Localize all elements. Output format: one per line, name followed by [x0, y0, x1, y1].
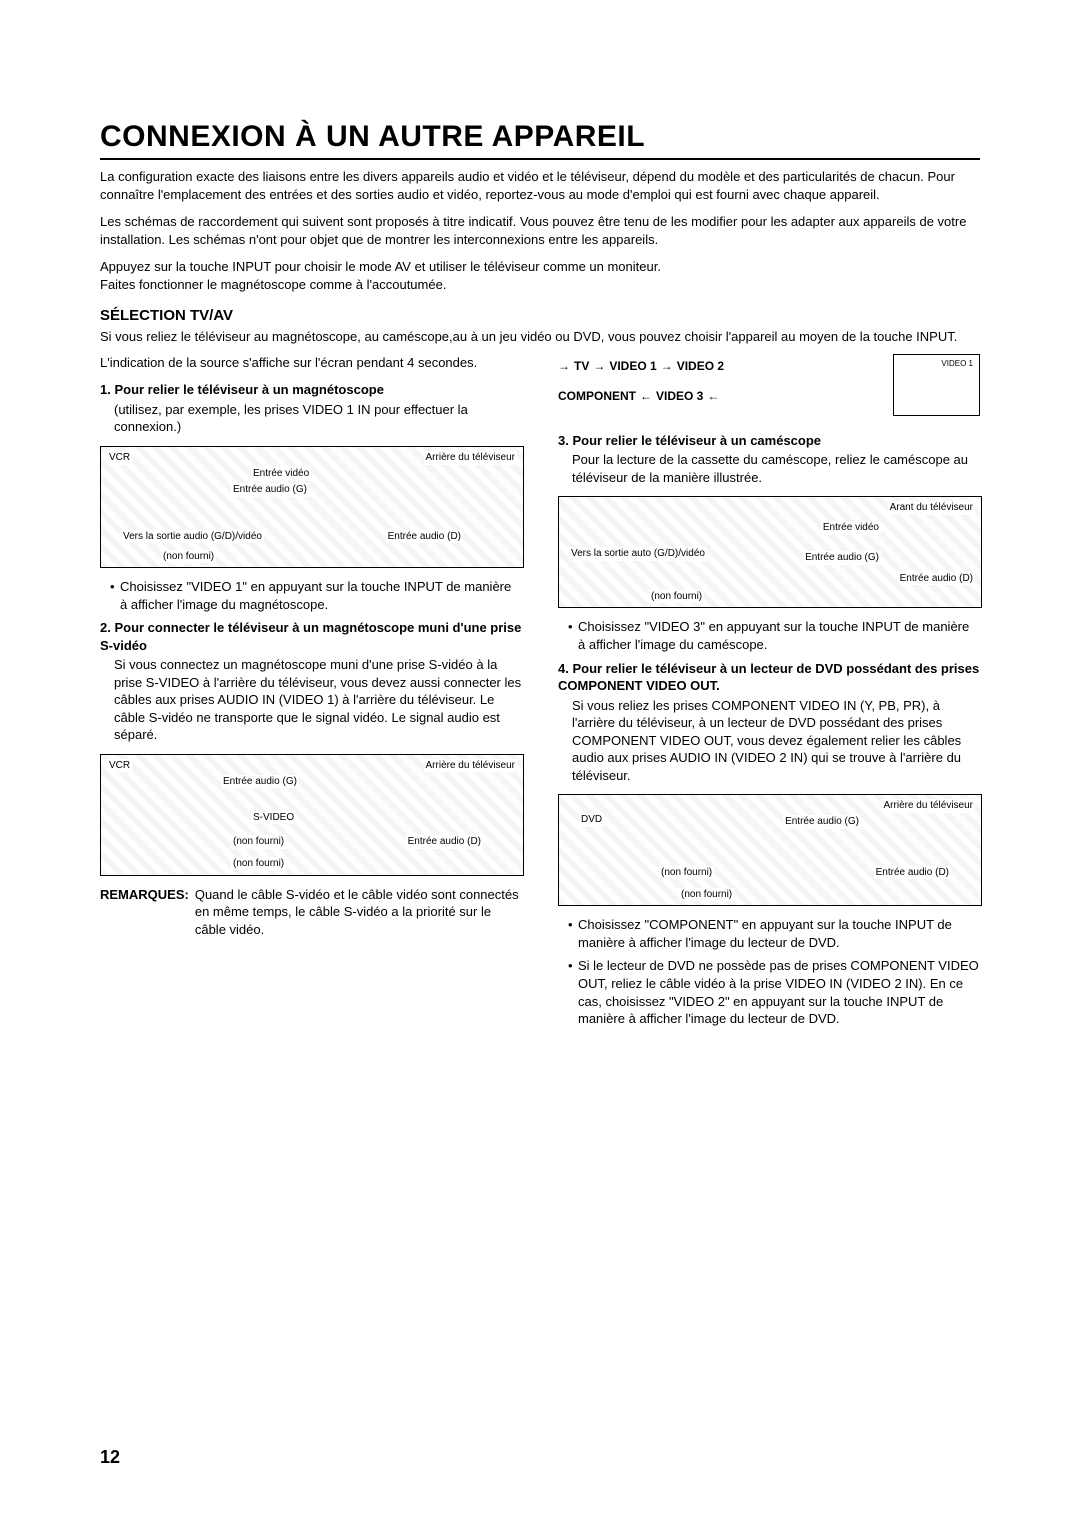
osd-screen-label: VIDEO 1: [941, 359, 973, 370]
diagram2-svideo: S-VIDEO: [251, 811, 296, 825]
diagram3-non-fourni: (non fourni): [649, 590, 704, 604]
osd-screen-icon: VIDEO 1: [893, 354, 981, 416]
two-column-layout: L'indication de la source s'affiche sur …: [100, 354, 980, 1034]
cycle-video2: VIDEO 2: [677, 358, 724, 374]
cycle-video3: VIDEO 3: [656, 388, 703, 404]
page-number: 12: [100, 1447, 120, 1468]
item3-body: Pour la lecture de la cassette du camésc…: [572, 451, 980, 486]
item4-bullet2-text: Si le lecteur de DVD ne possède pas de p…: [578, 957, 980, 1027]
bullet-dot-icon: •: [568, 618, 578, 653]
diagram4-entree-audio-g: Entrée audio (G): [783, 815, 861, 829]
diagram2-entree-audio-g: Entrée audio (G): [221, 775, 299, 789]
right-column: → TV → VIDEO 1 → VIDEO 2 COMPONENT ← VID…: [558, 354, 980, 1034]
diagram4-non-fourni-1: (non fourni): [659, 866, 714, 880]
arrow-left-icon: ←: [640, 388, 652, 404]
cycle-video1: VIDEO 1: [609, 358, 656, 374]
diagram-vcr-svideo: VCR Arrière du téléviseur Entrée audio (…: [100, 754, 524, 876]
diagram3-entree-video: Entrée vidéo: [821, 521, 881, 535]
input-cycle-diagram: → TV → VIDEO 1 → VIDEO 2 COMPONENT ← VID…: [558, 354, 873, 414]
diagram2-vcr-label: VCR: [107, 759, 132, 773]
diagram2-rear-label: Arrière du téléviseur: [424, 759, 517, 773]
diagram1-vers-sortie: Vers la sortie audio (G/D)/vidéo: [121, 530, 264, 544]
indication-text: L'indication de la source s'affiche sur …: [100, 354, 522, 372]
arrow-left-icon: ←: [707, 388, 719, 404]
item4-bullet1-text: Choisissez "COMPONENT" en appuyant sur l…: [578, 916, 980, 951]
item3-bullet: • Choisissez "VIDEO 3" en appuyant sur l…: [568, 618, 980, 653]
diagram2-entree-audio-d: Entrée audio (D): [406, 835, 483, 849]
left-column: L'indication de la source s'affiche sur …: [100, 354, 522, 1034]
item3-title: 3. Pour relier le téléviseur à un camésc…: [558, 432, 980, 450]
diagram2-non-fourni-2: (non fourni): [231, 857, 286, 871]
arrow-right-icon: →: [593, 358, 605, 374]
diagram1-vcr-label: VCR: [107, 451, 132, 465]
diagram1-entree-video: Entrée vidéo: [251, 467, 311, 481]
diagram4-non-fourni-2: (non fourni): [679, 888, 734, 902]
item2-title: 2. Pour connecter le téléviseur à un mag…: [100, 619, 522, 654]
diagram-dvd-component: DVD Arrière du téléviseur Entrée audio (…: [558, 794, 982, 906]
item4-title: 4. Pour relier le téléviseur à un lecteu…: [558, 660, 980, 695]
diagram1-entree-audio-d: Entrée audio (D): [386, 530, 463, 544]
diagram1-entree-audio-g: Entrée audio (G): [231, 483, 309, 497]
item1-bullet-text: Choisissez "VIDEO 1" en appuyant sur la …: [120, 578, 522, 613]
arrow-right-icon: →: [661, 358, 673, 374]
section-intro: Si vous reliez le téléviseur au magnétos…: [100, 328, 980, 346]
diagram4-entree-audio-d: Entrée audio (D): [874, 866, 951, 880]
item4-body: Si vous reliez les prises COMPONENT VIDE…: [572, 697, 980, 785]
page-title: CONNEXION À UN AUTRE APPAREIL: [100, 120, 980, 160]
diagram4-dvd-label: DVD: [579, 813, 604, 827]
remarks-block: REMARQUES: Quand le câble S-vidéo et le …: [100, 886, 522, 939]
diagram3-entree-audio-g: Entrée audio (G): [803, 551, 881, 565]
bullet-dot-icon: •: [110, 578, 120, 613]
arrow-right-icon: →: [558, 358, 570, 374]
remarks-body: Quand le câble S-vidéo et le câble vidéo…: [195, 886, 522, 939]
diagram-vcr-basic: VCR Arrière du téléviseur Entrée vidéo E…: [100, 446, 524, 568]
diagram4-rear-label: Arrière du téléviseur: [882, 799, 975, 813]
intro-paragraph-1: La configuration exacte des liaisons ent…: [100, 168, 980, 203]
bullet-dot-icon: •: [568, 957, 578, 1027]
remarks-label: REMARQUES:: [100, 886, 189, 939]
item4-bullet2: • Si le lecteur de DVD ne possède pas de…: [568, 957, 980, 1027]
item1-title: 1. Pour relier le téléviseur à un magnét…: [100, 381, 522, 399]
cycle-tv: TV: [574, 358, 589, 374]
bullet-dot-icon: •: [568, 916, 578, 951]
section-heading: SÉLECTION TV/AV: [100, 307, 980, 324]
intro-paragraph-3: Appuyez sur la touche INPUT pour choisir…: [100, 258, 980, 293]
input-cycle-row: → TV → VIDEO 1 → VIDEO 2 COMPONENT ← VID…: [558, 354, 980, 416]
diagram-camcorder: Arant du téléviseur Entrée vidéo Entrée …: [558, 496, 982, 608]
diagram3-entree-audio-d: Entrée audio (D): [898, 572, 975, 586]
intro-paragraph-2: Les schémas de raccordement qui suivent …: [100, 213, 980, 248]
diagram3-vers-sortie: Vers la sortie auto (G/D)/vidéo: [569, 547, 707, 561]
diagram1-rear-label: Arrière du téléviseur: [424, 451, 517, 465]
item2-body: Si vous connectez un magnétoscope muni d…: [114, 656, 522, 744]
item4-bullet1: • Choisissez "COMPONENT" en appuyant sur…: [568, 916, 980, 951]
item3-bullet-text: Choisissez "VIDEO 3" en appuyant sur la …: [578, 618, 980, 653]
item1-bullet: • Choisissez "VIDEO 1" en appuyant sur l…: [110, 578, 522, 613]
cycle-component: COMPONENT: [558, 388, 636, 404]
diagram2-non-fourni-1: (non fourni): [231, 835, 286, 849]
item1-body: (utilisez, par exemple, les prises VIDEO…: [114, 401, 522, 436]
diagram1-non-fourni: (non fourni): [161, 550, 216, 564]
manual-page: CONNEXION À UN AUTRE APPAREIL La configu…: [0, 0, 1080, 1528]
diagram3-front-label: Arant du téléviseur: [888, 501, 975, 515]
